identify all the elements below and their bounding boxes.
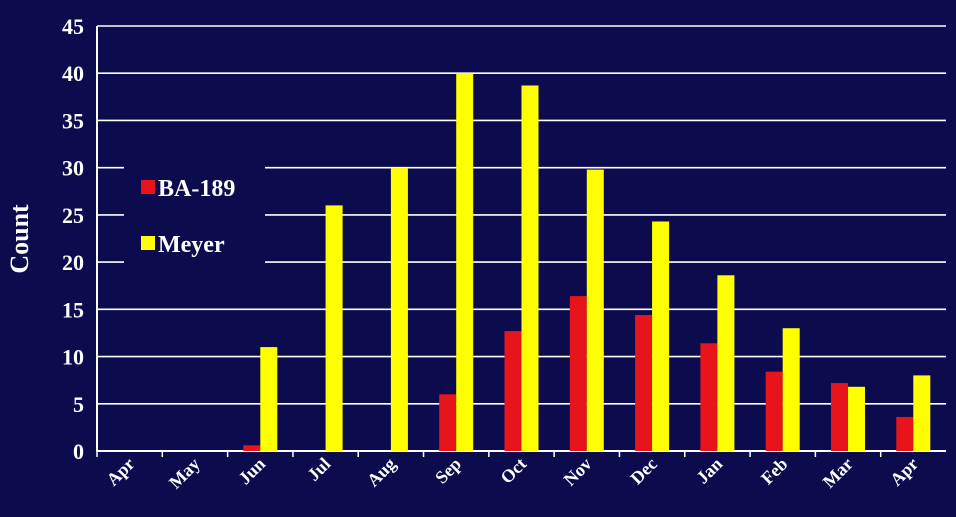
- bar-ba-189-feb: [765, 371, 783, 451]
- y-axis-title: Count: [5, 204, 34, 274]
- legend-label-ba-189: BA-189: [158, 176, 235, 202]
- bar-ba-189-mar: [831, 383, 848, 451]
- bar-meyer-nov: [586, 169, 604, 451]
- y-tick-label: 0: [73, 439, 84, 464]
- bar-meyer-aug: [390, 167, 408, 451]
- y-tick-label: 25: [62, 203, 84, 228]
- bar-meyer-sep: [456, 73, 474, 451]
- legend-swatch-ba-189: [141, 180, 155, 194]
- bar-meyer-mar: [848, 386, 865, 451]
- bar-ba-189-oct: [504, 331, 522, 451]
- bar-meyer-feb: [782, 328, 800, 451]
- bar-meyer-apr: [913, 375, 931, 451]
- bar-ba-189-apr: [896, 417, 914, 451]
- y-tick-label: 45: [62, 14, 84, 39]
- y-tick-label: 35: [62, 108, 84, 133]
- bar-meyer-dec: [652, 221, 670, 451]
- bar-ba-189-sep: [439, 394, 457, 451]
- legend-label-meyer: Meyer: [158, 232, 225, 258]
- bar-ba-189-dec: [635, 315, 653, 451]
- y-tick-label: 20: [62, 250, 84, 275]
- legend: BA-189 Meyer: [124, 166, 265, 266]
- legend-swatch-meyer: [141, 236, 155, 250]
- y-axis-ticks: 0 5 10 15 20 25 30 35 40 45: [62, 14, 84, 464]
- y-tick-label: 40: [62, 61, 84, 86]
- bar-meyer-jun: [260, 347, 278, 451]
- y-tick-label: 5: [73, 392, 84, 417]
- y-tick-label: 15: [62, 297, 84, 322]
- bar-meyer-jul: [325, 205, 343, 451]
- y-tick-label: 30: [62, 156, 84, 181]
- bar-meyer-oct: [521, 85, 539, 451]
- y-tick-label: 10: [62, 345, 84, 370]
- bar-ba-189-jan: [700, 343, 718, 451]
- bars: [243, 73, 931, 451]
- bar-ba-189-jun: [243, 445, 261, 451]
- bar-meyer-jan: [717, 275, 735, 451]
- bar-ba-189-nov: [569, 296, 587, 451]
